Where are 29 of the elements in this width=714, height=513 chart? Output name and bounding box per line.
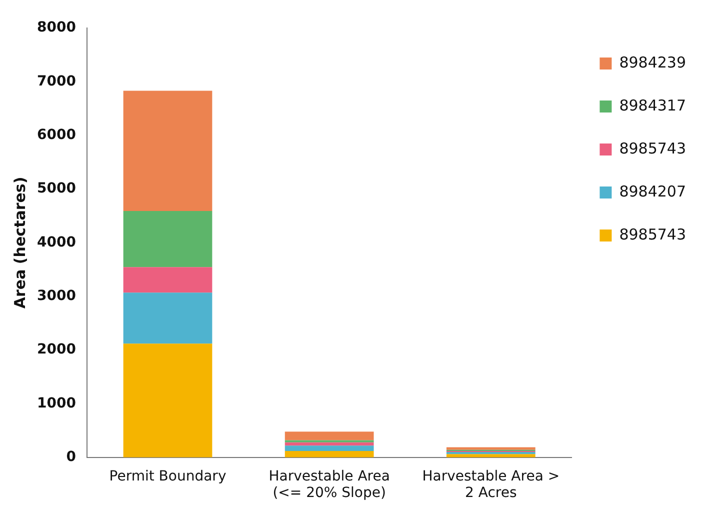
y-tick-label: 0 — [66, 449, 76, 466]
bar — [284, 442, 374, 446]
bar — [284, 432, 374, 440]
bar — [123, 211, 212, 268]
legend-label: 8984239 — [619, 53, 686, 72]
bar — [123, 267, 212, 293]
y-tick-label: 2000 — [36, 342, 76, 358]
legend-label: 8985743 — [619, 225, 686, 244]
y-tick-label: 1000 — [36, 395, 76, 412]
legend-label: 8984207 — [619, 182, 686, 200]
y-tick-label: 4000 — [36, 234, 76, 250]
y-tick-label: 5000 — [36, 180, 76, 197]
y-tick-label: 8000 — [36, 20, 76, 36]
bar — [123, 344, 212, 458]
y-axis-title: Area (hectares) — [10, 176, 29, 309]
bar — [446, 454, 536, 458]
x-tick-label: Permit Boundary — [109, 468, 226, 484]
bar — [123, 292, 212, 344]
y-tick-label: 3000 — [36, 288, 76, 304]
legend-label: 8984317 — [619, 96, 686, 114]
x-tick-label: Harvestable Area (<= 20% Slope) — [268, 468, 390, 502]
bar — [284, 446, 374, 451]
y-tick-label: 6000 — [36, 126, 76, 143]
legend-label: 8985743 — [619, 139, 686, 158]
y-tick-label: 7000 — [36, 73, 76, 90]
bar — [446, 447, 536, 450]
bar — [123, 90, 212, 212]
bar — [284, 450, 374, 458]
x-tick-label: Harvestable Area > 2 Acres — [422, 468, 560, 502]
